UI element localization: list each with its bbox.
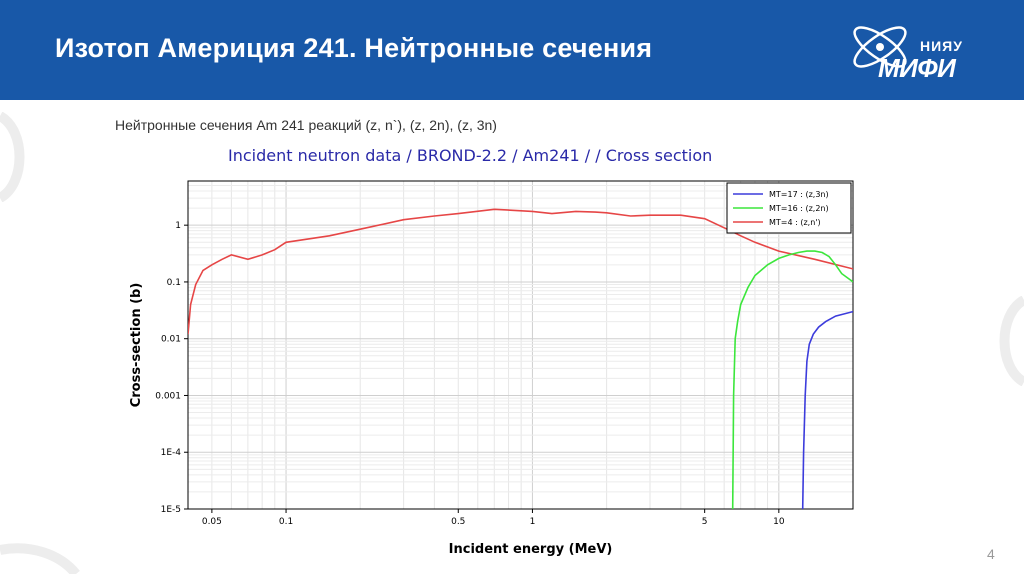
x-tick-label: 5 (702, 517, 708, 527)
y-tick-label: 0.001 (155, 391, 181, 401)
series-line-2 (188, 208, 853, 335)
series-line-0 (801, 310, 853, 509)
x-axis-label: Incident energy (MeV) (449, 542, 613, 557)
logo-text-main: МИФИ (878, 53, 956, 83)
legend-label: MT=16 : (z,2n) (769, 204, 829, 213)
y-tick-label: 0.01 (161, 335, 181, 345)
x-tick-label: 0.1 (279, 517, 293, 527)
y-tick-label: 1E-5 (161, 505, 181, 515)
y-tick-label: 1 (175, 221, 181, 231)
logo-text-top: НИЯУ (920, 38, 963, 54)
y-tick-label: 1E-4 (161, 448, 182, 458)
atom-logo-icon (853, 26, 907, 68)
x-tick-label: 10 (773, 517, 785, 527)
x-tick-label: 1 (530, 517, 536, 527)
decor-curve-right-icon (999, 296, 1024, 386)
page-title: Изотоп Америция 241. Нейтронные сечения (55, 33, 653, 63)
y-axis-label: Cross-section (b) (129, 283, 144, 408)
y-tick-label: 0.1 (167, 278, 181, 288)
x-tick-label: 0.05 (202, 517, 222, 527)
decor-curve-left-icon (0, 112, 25, 202)
decor-curve-bottom-icon (0, 543, 80, 574)
chart-title: Incident neutron data / BROND-2.2 / Am24… (228, 146, 713, 165)
series-line-1 (731, 250, 853, 509)
plot-frame (187, 180, 854, 510)
page-number: 4 (987, 546, 995, 562)
x-tick-label: 0.5 (451, 517, 465, 527)
legend-label: MT=4 : (z,n') (769, 218, 821, 227)
legend-label: MT=17 : (z,3n) (769, 190, 829, 199)
header-bar (0, 0, 1024, 100)
slide-subtitle: Нейтронные сечения Am 241 реакций (z, n`… (115, 117, 497, 133)
